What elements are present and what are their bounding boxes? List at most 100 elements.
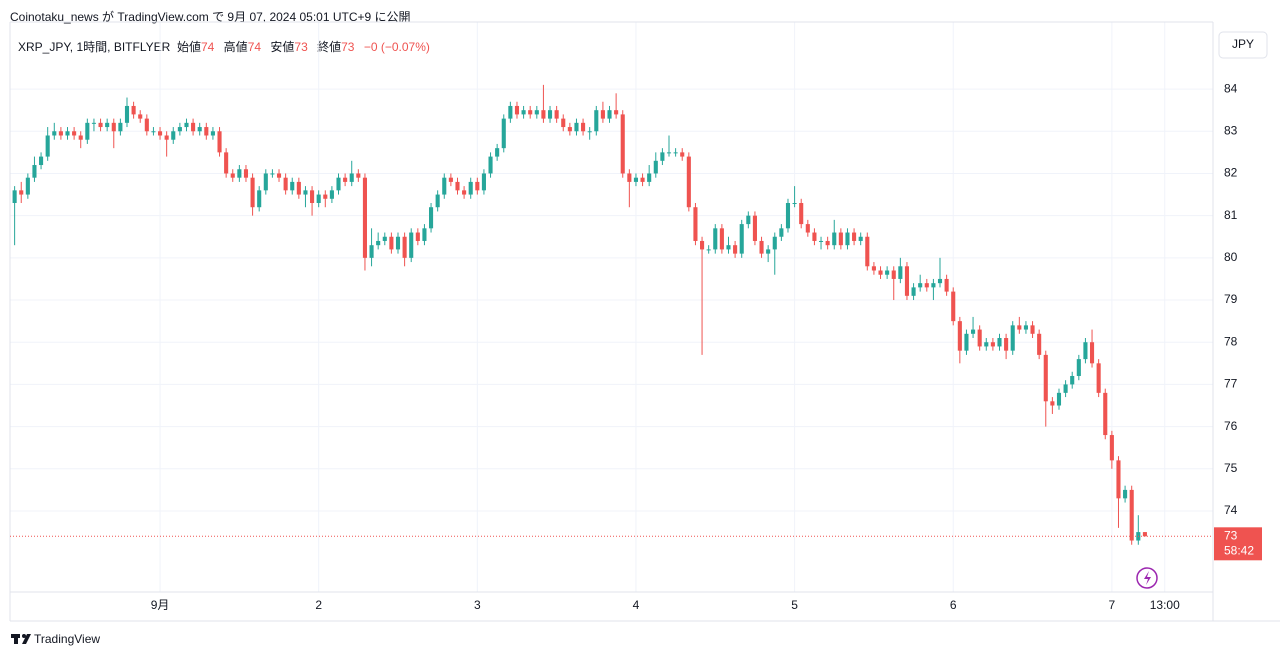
candle-body <box>1017 325 1022 330</box>
high-label: 高値 <box>223 40 248 54</box>
candle-body <box>885 270 890 275</box>
candle-body <box>845 232 850 246</box>
candle-body <box>554 110 559 119</box>
candle-body <box>131 105 136 115</box>
candle-body <box>263 173 268 191</box>
candle-body <box>739 224 744 254</box>
candle-body <box>329 190 334 199</box>
candle-body <box>990 342 995 347</box>
candle-body <box>171 131 176 140</box>
candle-body <box>296 181 301 195</box>
candle-body <box>39 156 44 166</box>
candle-body <box>58 131 63 136</box>
candle-body <box>197 127 202 132</box>
low-value: 73 <box>294 40 308 54</box>
candle-body <box>693 207 698 241</box>
candle-body <box>257 190 262 208</box>
candle-body <box>660 152 665 161</box>
candle-body <box>1070 375 1075 385</box>
candle-body <box>138 114 143 119</box>
candle-body <box>310 190 315 203</box>
candle-body <box>792 202 797 204</box>
candle-body <box>1123 489 1128 499</box>
candle-body <box>164 135 169 140</box>
candle-body <box>362 177 368 258</box>
candle-body <box>237 169 242 178</box>
candle-body <box>832 232 837 246</box>
currency-button[interactable] <box>1218 31 1268 59</box>
candle-body <box>825 240 830 246</box>
candle-body <box>230 173 235 178</box>
y-tick-label: 79 <box>1224 292 1238 306</box>
candle-body <box>1103 392 1108 436</box>
candle-body <box>964 333 969 351</box>
candle-body <box>78 135 83 140</box>
close-value: 73 <box>341 40 355 54</box>
candle-body <box>752 215 757 241</box>
candle-body <box>521 110 526 115</box>
candle-body <box>818 240 824 242</box>
candle-body <box>1063 384 1068 393</box>
y-tick-label: 76 <box>1224 419 1238 433</box>
candle-body <box>191 122 196 132</box>
candle-body <box>898 266 903 279</box>
candle-body <box>686 156 691 208</box>
candle-body <box>1109 435 1114 461</box>
published-note: Coinotaku_news が TradingView.com で 9月 07… <box>10 10 411 24</box>
candle-body <box>1043 354 1048 402</box>
candle-body <box>759 240 764 254</box>
candle-body <box>1030 325 1035 334</box>
candle-body <box>448 177 453 182</box>
candle-body <box>151 131 156 133</box>
candle-body <box>98 122 103 128</box>
candle-body <box>336 177 341 191</box>
candle-body <box>594 110 599 132</box>
candle-body <box>931 283 936 288</box>
x-tick-label: 6 <box>950 598 957 612</box>
candle-body <box>528 110 533 115</box>
candle-body <box>812 232 817 241</box>
candle-body <box>944 278 949 292</box>
candle-body <box>349 173 354 182</box>
candle-body <box>290 181 295 191</box>
candle-body <box>488 156 493 174</box>
candle-body <box>700 240 705 250</box>
last-price-box <box>1214 527 1262 561</box>
candle-body <box>614 110 619 115</box>
candle-body <box>409 232 414 258</box>
candle-body <box>640 177 645 182</box>
change: −0 (−0.07%) <box>363 40 430 54</box>
candle-body <box>574 122 579 132</box>
candle-body <box>871 266 876 271</box>
candle-body <box>52 131 57 136</box>
symbol: XRP_JPY, 1時間, BITFLYER <box>18 40 171 54</box>
currency[interactable]: JPY <box>1232 37 1254 51</box>
brand: TradingView <box>34 632 101 646</box>
x-tick-label: 3 <box>474 598 481 612</box>
x-tick-label: 2 <box>315 598 322 612</box>
candle-body <box>435 194 440 208</box>
candle-body <box>12 190 17 203</box>
event-icon[interactable] <box>1136 567 1158 589</box>
candle-body <box>541 110 546 119</box>
y-tick-label: 78 <box>1224 334 1238 348</box>
candle-body <box>1056 392 1062 406</box>
x-tick-label: 5 <box>791 598 798 612</box>
candle-body <box>997 338 1002 347</box>
candle-body <box>852 232 857 241</box>
candle-body <box>633 177 639 182</box>
candle-body <box>495 148 500 157</box>
brand-logo <box>11 634 31 644</box>
candle-body <box>878 270 883 275</box>
candle-body <box>270 173 275 175</box>
candle-body <box>144 118 149 132</box>
candle-body <box>481 173 486 191</box>
candle-body <box>1023 325 1028 330</box>
candle-body <box>105 122 110 128</box>
candle-body <box>1076 359 1081 376</box>
candle-body <box>1142 532 1147 537</box>
candle-body <box>1050 401 1055 406</box>
candle-body <box>217 131 222 153</box>
